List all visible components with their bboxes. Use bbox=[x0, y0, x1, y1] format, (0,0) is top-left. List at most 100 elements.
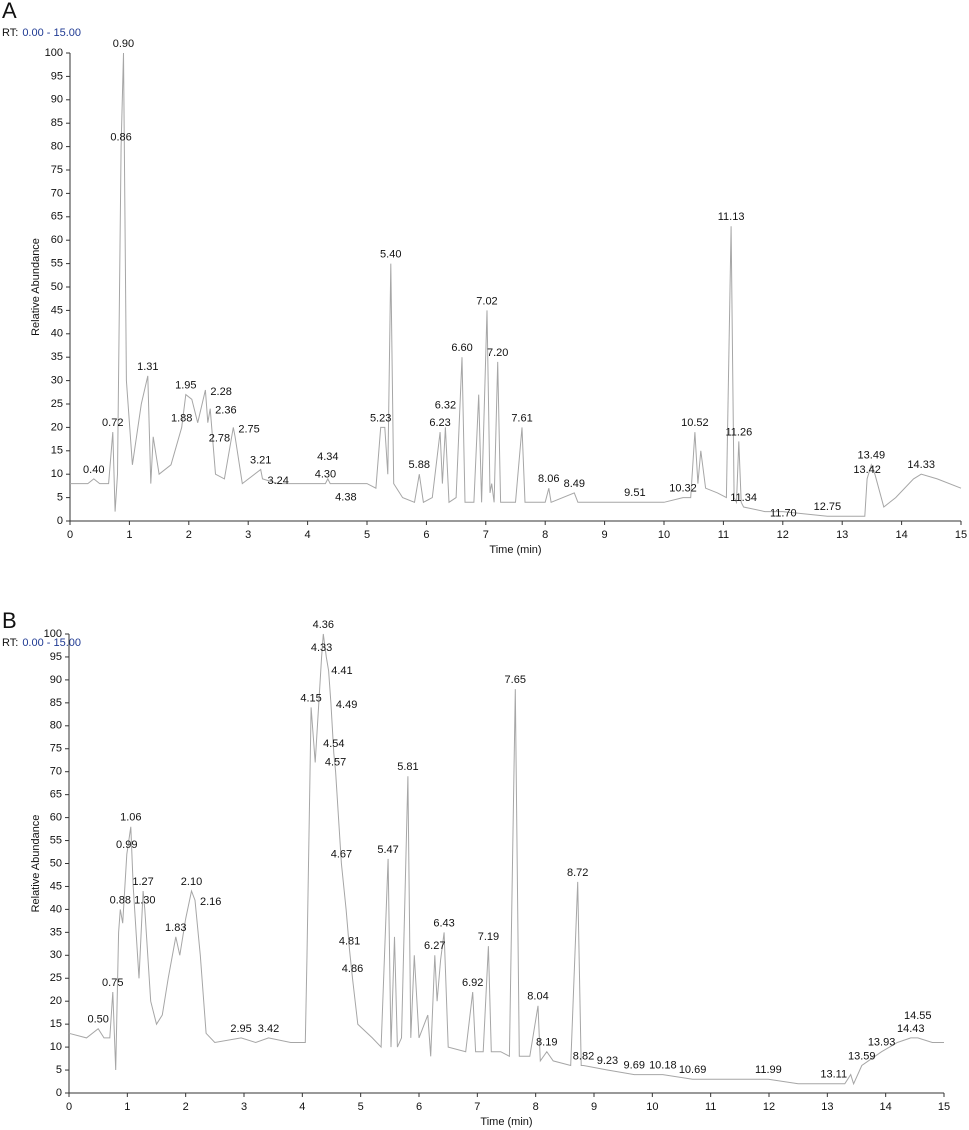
y-tick-label: 95 bbox=[50, 651, 62, 663]
peak-label: 4.36 bbox=[313, 619, 334, 631]
x-tick-label: 15 bbox=[955, 529, 967, 541]
rt-label: RT: bbox=[2, 27, 18, 39]
peak-label: 2.10 bbox=[181, 876, 202, 888]
x-tick-label: 10 bbox=[658, 529, 670, 541]
y-tick-label: 100 bbox=[45, 47, 63, 59]
x-tick-label: 10 bbox=[646, 1101, 658, 1113]
peak-label: 2.75 bbox=[238, 423, 259, 435]
peak-label: 3.24 bbox=[267, 475, 288, 487]
y-tick-label: 60 bbox=[51, 234, 63, 246]
y-tick-label: 50 bbox=[51, 281, 63, 293]
x-tick-label: 7 bbox=[474, 1101, 480, 1113]
y-tick-label: 25 bbox=[50, 972, 62, 984]
x-axis-title: Time (min) bbox=[480, 1116, 532, 1128]
peak-label: 14.43 bbox=[897, 1023, 925, 1035]
peak-label: 4.15 bbox=[300, 692, 321, 704]
peak-label: 2.28 bbox=[210, 386, 231, 398]
peak-label: 0.50 bbox=[87, 1014, 108, 1026]
x-tick-label: 14 bbox=[880, 1101, 892, 1113]
x-tick-label: 6 bbox=[423, 529, 429, 541]
peak-label: 7.20 bbox=[487, 347, 508, 359]
y-tick-label: 10 bbox=[51, 468, 63, 480]
peak-label: 9.23 bbox=[597, 1055, 618, 1067]
x-tick-label: 4 bbox=[299, 1101, 305, 1113]
y-tick-label: 0 bbox=[57, 515, 63, 527]
x-tick-label: 2 bbox=[183, 1101, 189, 1113]
y-tick-label: 40 bbox=[50, 903, 62, 915]
peak-label: 0.72 bbox=[102, 417, 123, 429]
x-tick-label: 8 bbox=[542, 529, 548, 541]
peak-label: 8.04 bbox=[527, 991, 548, 1003]
peak-label: 4.38 bbox=[335, 491, 356, 503]
peak-label: 13.59 bbox=[848, 1050, 876, 1062]
x-tick-label: 12 bbox=[763, 1101, 775, 1113]
y-tick-label: 15 bbox=[50, 1018, 62, 1030]
peak-label: 3.42 bbox=[258, 1023, 279, 1035]
y-tick-label: 85 bbox=[50, 697, 62, 709]
x-tick-label: 15 bbox=[938, 1101, 950, 1113]
y-tick-label: 35 bbox=[50, 926, 62, 938]
y-tick-label: 65 bbox=[51, 211, 63, 223]
x-tick-label: 14 bbox=[895, 529, 907, 541]
peak-label: 5.40 bbox=[380, 249, 401, 261]
peak-label: 14.55 bbox=[904, 1010, 932, 1022]
panel-label: A bbox=[2, 0, 17, 23]
peak-label: 6.92 bbox=[462, 977, 483, 989]
x-tick-label: 3 bbox=[241, 1101, 247, 1113]
x-tick-label: 6 bbox=[416, 1101, 422, 1113]
peak-label: 4.30 bbox=[315, 468, 336, 480]
peak-label: 1.06 bbox=[120, 812, 141, 824]
y-tick-label: 45 bbox=[50, 880, 62, 892]
peak-label: 9.51 bbox=[624, 487, 645, 499]
peak-label: 1.83 bbox=[165, 922, 186, 934]
peak-label: 8.19 bbox=[536, 1037, 557, 1049]
peak-label: 4.67 bbox=[331, 848, 352, 860]
peak-label: 4.34 bbox=[317, 451, 338, 463]
peak-label: 0.99 bbox=[116, 839, 137, 851]
peak-label: 7.19 bbox=[478, 931, 499, 943]
peak-label: 11.99 bbox=[755, 1064, 782, 1076]
x-tick-label: 5 bbox=[358, 1101, 364, 1113]
peak-label: 13.11 bbox=[820, 1069, 847, 1081]
y-tick-label: 30 bbox=[50, 949, 62, 961]
peak-label: 10.52 bbox=[681, 417, 709, 429]
rt-label: RT: bbox=[2, 637, 18, 649]
peak-label: 10.69 bbox=[679, 1064, 707, 1076]
y-tick-label: 100 bbox=[44, 628, 62, 640]
peak-label: 7.61 bbox=[511, 412, 532, 424]
peak-label: 6.60 bbox=[451, 342, 472, 354]
x-tick-label: 2 bbox=[186, 529, 192, 541]
y-tick-label: 60 bbox=[50, 812, 62, 824]
peak-label: 14.33 bbox=[907, 459, 935, 471]
peak-label: 7.02 bbox=[476, 295, 497, 307]
y-tick-label: 85 bbox=[51, 117, 63, 129]
x-tick-label: 1 bbox=[126, 529, 132, 541]
y-tick-label: 80 bbox=[51, 141, 63, 153]
y-axis-title: Relative Abundance bbox=[30, 238, 42, 336]
y-tick-label: 5 bbox=[56, 1064, 62, 1076]
peak-label: 1.27 bbox=[132, 876, 153, 888]
y-tick-label: 90 bbox=[51, 94, 63, 106]
peak-label: 11.26 bbox=[725, 426, 752, 438]
x-tick-label: 0 bbox=[66, 1101, 72, 1113]
peak-label: 7.65 bbox=[505, 674, 526, 686]
y-tick-label: 35 bbox=[51, 351, 63, 363]
peak-label: 4.86 bbox=[342, 963, 363, 975]
x-tick-label: 9 bbox=[602, 529, 608, 541]
y-tick-label: 30 bbox=[51, 375, 63, 387]
peak-label: 9.69 bbox=[624, 1060, 645, 1072]
peak-label: 3.21 bbox=[250, 454, 271, 466]
peak-label: 13.49 bbox=[858, 450, 886, 462]
y-tick-label: 20 bbox=[51, 421, 63, 433]
peak-label: 4.49 bbox=[336, 699, 357, 711]
peak-label: 2.16 bbox=[200, 896, 221, 908]
x-tick-label: 12 bbox=[777, 529, 789, 541]
y-tick-label: 45 bbox=[51, 304, 63, 316]
peak-label: 6.43 bbox=[433, 917, 454, 929]
peak-label: 6.32 bbox=[435, 399, 456, 411]
x-tick-label: 9 bbox=[591, 1101, 597, 1113]
rt-range: 0.00 - 15.00 bbox=[22, 637, 81, 649]
x-tick-label: 8 bbox=[533, 1101, 539, 1113]
peak-label: 0.75 bbox=[102, 977, 123, 989]
